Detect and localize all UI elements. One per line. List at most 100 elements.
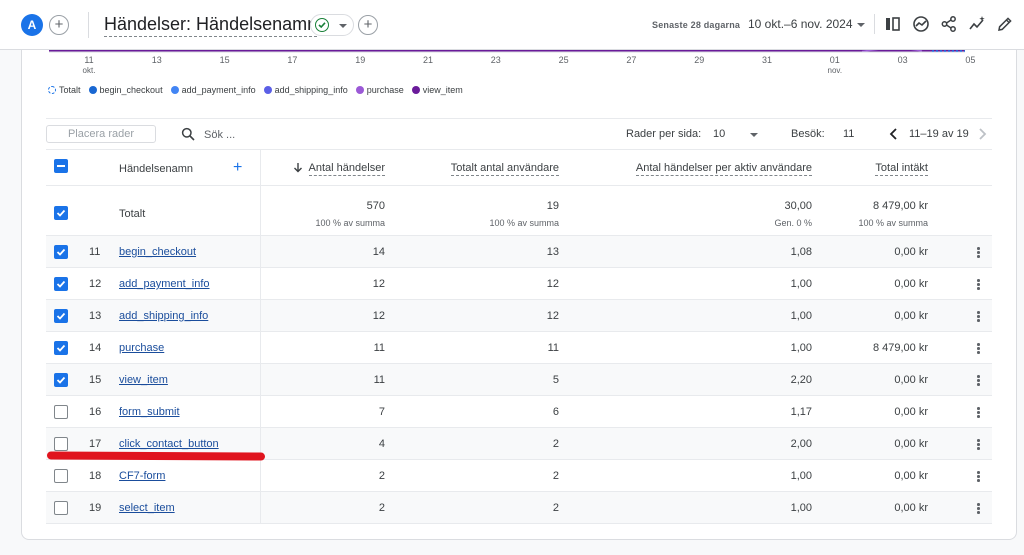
row-checkbox[interactable] — [54, 245, 68, 259]
event-name-link[interactable]: add_payment_info — [119, 278, 210, 290]
event-name-link[interactable]: begin_checkout — [119, 246, 197, 258]
row-checkbox[interactable] — [54, 437, 68, 451]
status-dropdown[interactable] — [310, 14, 354, 36]
totals-checkbox[interactable] — [54, 206, 68, 220]
event-name-link[interactable]: click_contact_button — [119, 438, 219, 450]
x-tick-label: 25 — [559, 55, 569, 65]
revenue-value: 0,00 kr — [894, 278, 928, 290]
search-input[interactable] — [204, 126, 404, 143]
events-per-user-value: 1,00 — [790, 502, 812, 514]
revenue-value: 0,00 kr — [894, 246, 928, 258]
chart-series-curve — [861, 50, 923, 53]
row-more-icon[interactable] — [977, 439, 980, 451]
row-index: 15 — [89, 374, 102, 386]
page-title[interactable]: Händelser: Händelsenamn — [104, 13, 318, 37]
event-name-link[interactable]: select_item — [119, 502, 175, 514]
place-rows-button[interactable]: Placera rader — [46, 125, 156, 143]
date-range-dropdown-icon[interactable] — [857, 23, 865, 27]
total-users-sub: 100 % av summa — [489, 218, 559, 228]
row-checkbox[interactable] — [54, 405, 68, 419]
chart-series-line — [49, 50, 965, 52]
edit-pencil-icon[interactable] — [996, 15, 1014, 33]
total-users-value: 2 — [552, 438, 559, 450]
column-header-name[interactable]: Händelsenamn — [119, 163, 193, 175]
table-row[interactable]: 19 select_item 2 2 1,00 0,00 kr — [46, 492, 992, 524]
add-dimension-button[interactable]: + — [233, 159, 243, 176]
legend-label: add_payment_info — [181, 85, 256, 95]
sort-arrow-down-icon[interactable] — [293, 162, 303, 176]
event-count: 2 — [378, 470, 385, 482]
row-checkbox[interactable] — [54, 309, 68, 323]
table-row[interactable]: 14 purchase 11 11 1,00 8 479,00 kr — [46, 332, 992, 364]
legend-item[interactable]: Totalt — [48, 85, 81, 95]
compare-icon[interactable] — [884, 15, 902, 33]
trend-sparkle-icon[interactable] — [968, 15, 986, 33]
row-more-icon[interactable] — [977, 343, 980, 355]
row-more-icon[interactable] — [977, 311, 980, 323]
event-count: 4 — [378, 438, 385, 450]
row-more-icon[interactable] — [977, 407, 980, 419]
page-range: 11–19 av 19 — [909, 128, 969, 140]
x-tick-label: 15 — [220, 55, 230, 65]
x-tick-label: 17 — [287, 55, 297, 65]
table-row[interactable]: 12 add_payment_info 12 12 1,00 0,00 kr — [46, 268, 992, 300]
row-index: 14 — [89, 342, 102, 354]
prev-page-icon[interactable] — [889, 128, 899, 140]
event-name-link[interactable]: CF7-form — [119, 470, 166, 482]
date-range-label[interactable]: Senaste 28 dagarna — [652, 20, 741, 30]
event-name-link[interactable]: add_shipping_info — [119, 310, 209, 322]
legend-item[interactable]: purchase — [355, 85, 404, 95]
rows-per-page-dropdown-icon[interactable] — [750, 133, 758, 137]
total-per-user-sub: Gen. 0 % — [774, 218, 812, 228]
row-more-icon[interactable] — [977, 279, 980, 291]
report-header: A + Händelser: Händelsenamn + Senaste 28… — [0, 0, 1024, 50]
row-checkbox[interactable] — [54, 341, 68, 355]
event-count: 7 — [378, 406, 385, 418]
legend-item[interactable]: add_payment_info — [170, 85, 256, 95]
event-count: 12 — [372, 278, 385, 290]
column-header-revenue[interactable]: Total intäkt — [875, 162, 928, 176]
table-row[interactable]: 15 view_item 11 5 2,20 0,00 kr — [46, 364, 992, 396]
row-checkbox[interactable] — [54, 469, 68, 483]
rows-per-page-select[interactable]: 10 — [713, 128, 726, 140]
table-row[interactable]: 11 begin_checkout 14 13 1,08 0,00 kr — [46, 236, 992, 268]
insights-icon[interactable] — [912, 15, 930, 33]
row-more-icon[interactable] — [977, 375, 980, 387]
date-range-value[interactable]: 10 okt.–6 nov. 2024 — [748, 17, 853, 31]
event-name-link[interactable]: form_submit — [119, 406, 180, 418]
table-row[interactable]: 18 CF7-form 2 2 1,00 0,00 kr — [46, 460, 992, 492]
column-header-users[interactable]: Totalt antal användare — [450, 162, 559, 176]
event-name-link[interactable]: purchase — [119, 342, 165, 354]
total-count-sub: 100 % av summa — [315, 218, 385, 228]
events-per-user-value: 2,00 — [790, 438, 812, 450]
row-checkbox[interactable] — [54, 501, 68, 515]
row-more-icon[interactable] — [977, 471, 980, 483]
legend-label: begin_checkout — [99, 85, 163, 95]
row-more-icon[interactable] — [977, 247, 980, 259]
x-tick-label: 05 — [965, 55, 975, 65]
column-header-per-user[interactable]: Antal händelser per aktiv användare — [635, 162, 812, 176]
legend-swatch — [88, 86, 97, 94]
legend-item[interactable]: view_item — [411, 85, 463, 95]
revenue-value: 8 479,00 kr — [872, 342, 928, 354]
event-name-link[interactable]: view_item — [119, 374, 168, 386]
table-row[interactable]: 13 add_shipping_info 12 12 1,00 0,00 kr — [46, 300, 992, 332]
legend-label: Totalt — [59, 85, 81, 95]
revenue-value: 0,00 kr — [894, 310, 928, 322]
select-all-checkbox[interactable] — [54, 159, 68, 173]
row-checkbox[interactable] — [54, 373, 68, 387]
row-more-icon[interactable] — [977, 503, 980, 515]
share-icon[interactable] — [940, 15, 958, 33]
next-page-icon[interactable] — [977, 128, 987, 140]
goto-input[interactable]: 11 — [843, 128, 855, 140]
legend-item[interactable]: begin_checkout — [88, 85, 163, 95]
add-comparison-button[interactable]: + — [49, 15, 69, 35]
add-filter-button[interactable]: + — [358, 15, 378, 35]
total-users-value: 11 — [547, 342, 559, 354]
row-checkbox[interactable] — [54, 277, 68, 291]
avatar[interactable]: A — [21, 14, 43, 36]
column-header-count[interactable]: Antal händelser — [308, 162, 385, 176]
revenue-value: 0,00 kr — [894, 406, 928, 418]
table-row[interactable]: 16 form_submit 7 6 1,17 0,00 kr — [46, 396, 992, 428]
legend-item[interactable]: add_shipping_info — [263, 85, 348, 95]
